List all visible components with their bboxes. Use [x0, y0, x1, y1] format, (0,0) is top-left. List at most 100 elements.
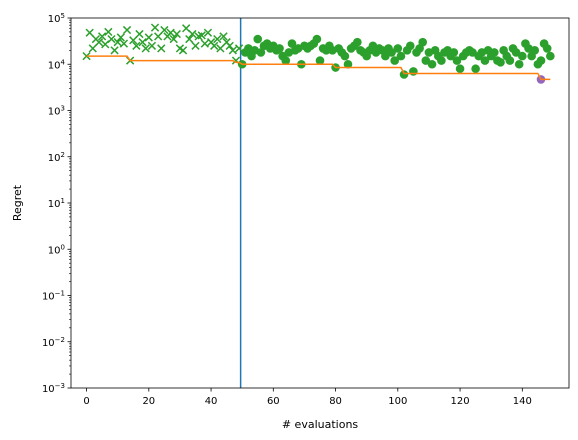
- data-point-x: [157, 44, 166, 53]
- x-marker-stroke: [122, 25, 132, 35]
- data-point-x: [154, 32, 163, 41]
- x-marker-stroke: [88, 44, 97, 53]
- data-point-circle: [530, 46, 540, 55]
- x-tick-label: 60: [267, 396, 280, 407]
- data-point-x: [160, 25, 169, 35]
- y-tick-label: 10−2: [42, 336, 65, 349]
- x-marker-stroke: [154, 32, 163, 41]
- data-point-x: [166, 28, 175, 37]
- data-point-circle: [480, 56, 490, 65]
- data-point-x: [110, 46, 119, 55]
- x-marker-stroke: [113, 38, 122, 47]
- data-point-x: [150, 23, 160, 32]
- data-point-circle: [275, 44, 284, 53]
- x-tick-label: 0: [83, 396, 89, 407]
- x-marker-stroke: [213, 34, 222, 44]
- x-marker-stroke: [169, 34, 178, 44]
- data-point-circle: [490, 48, 499, 57]
- y-tick-label: 105: [48, 12, 65, 25]
- data-point-x: [104, 27, 113, 37]
- y-tick-label: 102: [48, 151, 65, 164]
- y-tick-label: 100: [48, 243, 65, 256]
- data-point-x: [135, 29, 144, 39]
- data-point-x: [85, 28, 94, 37]
- x-marker-stroke: [228, 46, 237, 55]
- plot-contents: [82, 18, 555, 388]
- data-point-circle: [468, 48, 477, 57]
- data-point-circle: [281, 56, 291, 65]
- data-point-x: [216, 44, 225, 53]
- data-point-circle: [449, 48, 459, 57]
- x-marker-stroke: [85, 28, 94, 37]
- data-point-x: [94, 38, 104, 47]
- data-point-x: [213, 34, 222, 44]
- x-marker-stroke: [107, 34, 116, 44]
- x-marker-stroke: [203, 28, 213, 37]
- y-tick-label: 101: [48, 197, 65, 210]
- data-point-x: [88, 44, 97, 53]
- data-point-circle: [287, 39, 297, 48]
- x-marker-stroke: [197, 31, 206, 40]
- data-point-circle: [396, 51, 406, 61]
- x-tick-label: 80: [329, 396, 342, 407]
- x-marker-stroke: [94, 38, 104, 47]
- data-point-x: [107, 34, 116, 44]
- x-marker-stroke: [166, 28, 175, 37]
- x-marker-stroke: [132, 41, 141, 50]
- data-point-x: [188, 29, 197, 39]
- data-point-circle: [405, 41, 415, 51]
- data-point-x: [169, 34, 178, 44]
- data-point-circle: [452, 56, 462, 65]
- data-point-circle: [427, 59, 437, 69]
- data-point-x: [225, 41, 234, 50]
- x-marker-stroke: [188, 29, 197, 39]
- data-point-x: [200, 39, 209, 48]
- data-point-x: [197, 31, 206, 40]
- data-point-circle: [312, 34, 322, 44]
- x-tick-label: 20: [142, 396, 155, 407]
- x-marker-stroke: [231, 56, 241, 65]
- x-axis: 0 20 40 60 80 100 120 140: [83, 388, 532, 407]
- x-marker-stroke: [129, 36, 138, 45]
- data-point-x: [129, 36, 138, 45]
- y-tick-label: 10−1: [42, 290, 65, 303]
- data-point-x: [119, 39, 129, 48]
- data-point-x: [172, 29, 181, 39]
- x-marker-stroke: [191, 41, 200, 50]
- data-point-circle: [418, 37, 428, 47]
- data-point-x: [178, 46, 188, 55]
- data-point-circle: [353, 37, 362, 47]
- data-point-circle: [437, 56, 446, 65]
- y-tick-label: 104: [48, 58, 66, 71]
- x-marker-stroke: [141, 44, 150, 53]
- y-axis-title: Regret: [11, 184, 24, 221]
- x-marker-stroke: [178, 46, 188, 55]
- data-point-circle: [387, 48, 396, 57]
- data-point-x: [132, 41, 141, 50]
- data-point-x: [219, 32, 228, 41]
- data-point-circle: [471, 64, 480, 74]
- data-point-x: [113, 38, 122, 47]
- data-point-x: [185, 34, 194, 44]
- x-marker-stroke: [116, 33, 125, 42]
- y-tick-label: 103: [48, 105, 65, 118]
- x-marker-stroke: [185, 34, 194, 44]
- x-marker-stroke: [160, 25, 169, 35]
- incumbent-line: [86, 55, 551, 81]
- data-point-x: [147, 41, 157, 50]
- x-marker-stroke: [219, 32, 228, 41]
- y-tick-label: 10−3: [42, 382, 65, 395]
- data-point-x: [182, 24, 191, 33]
- data-point-circle: [496, 58, 505, 67]
- data-point-circle: [393, 44, 403, 53]
- data-point-circle: [340, 51, 350, 61]
- data-point-x: [138, 38, 147, 47]
- data-point-x: [203, 28, 213, 37]
- data-point-circle: [542, 44, 552, 53]
- x-marker-stroke: [225, 41, 234, 50]
- data-point-circle: [315, 56, 325, 65]
- data-point-circle: [421, 56, 431, 65]
- data-point-x: [141, 44, 150, 53]
- data-point-circle: [399, 70, 409, 79]
- data-point-circle: [343, 59, 353, 69]
